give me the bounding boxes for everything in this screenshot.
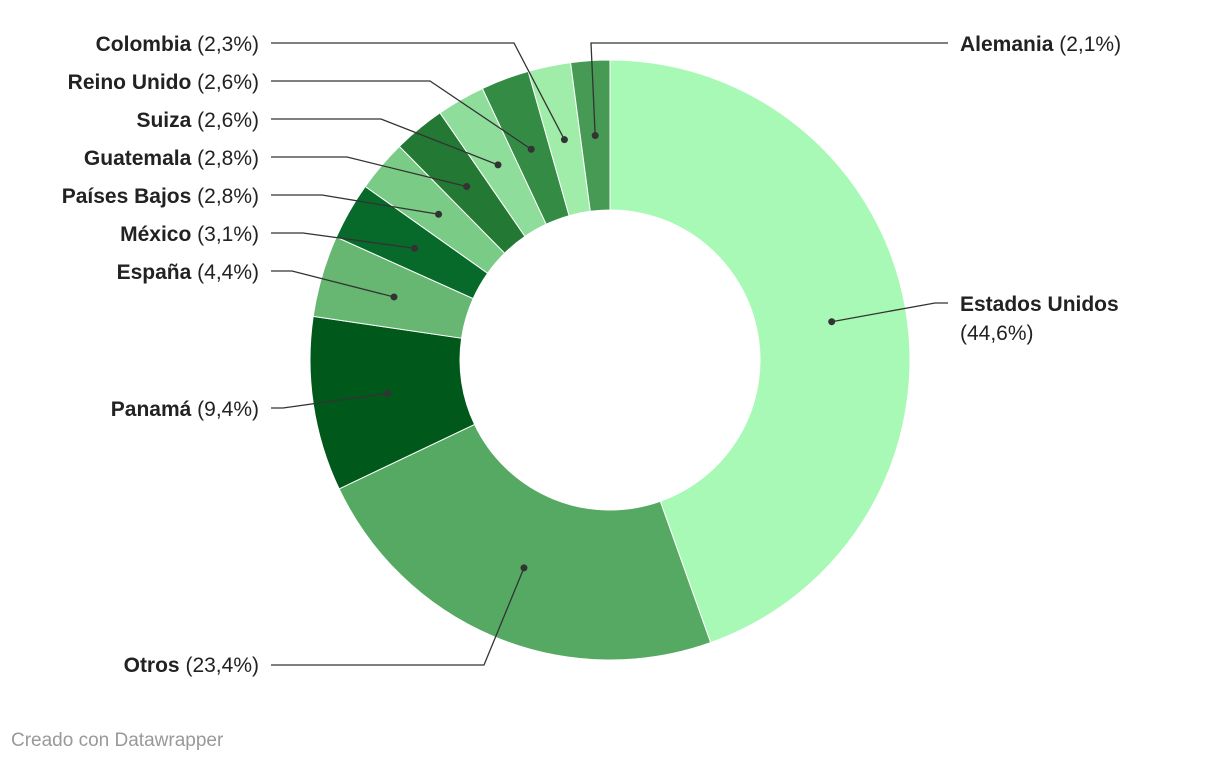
slice-labels: Estados Unidos (44,6%) Otros (23,4%) Panamá… — [62, 33, 1121, 677]
label-name-otros: Otros — [124, 654, 180, 677]
leader-line-espana — [271, 270, 395, 298]
leader-line-panama — [271, 392, 388, 409]
label-estados-unidos: Estados Unidos (44,6%) — [960, 293, 1119, 345]
label-value-reino-unido: (2,6%) — [191, 71, 259, 94]
label-name-mexico: México — [120, 223, 191, 246]
label-suiza: Suiza (2,6%) — [136, 109, 259, 132]
label-alemania: Alemania (2,1%) — [960, 33, 1121, 56]
leader-dot-paises-bajos — [435, 210, 443, 218]
label-espana: España (4,4%) — [117, 261, 259, 284]
slice-otros[interactable] — [338, 423, 712, 661]
label-mexico: México (3,1%) — [120, 223, 259, 246]
datawrapper-credit[interactable]: Creado con Datawrapper — [11, 730, 224, 751]
leader-line-reino-unido — [271, 80, 532, 150]
leader-dot-espana — [390, 293, 398, 301]
label-value-espana: (4,4%) — [191, 261, 259, 284]
label-colombia: Colombia (2,3%) — [96, 33, 259, 56]
leader-dot-reino-unido — [527, 145, 535, 153]
slice-estados-unidos[interactable] — [609, 59, 911, 644]
label-name-alemania: Alemania — [960, 33, 1054, 56]
leader-line-paises-bajos — [271, 194, 439, 215]
label-name-guatemala: Guatemala — [84, 147, 192, 170]
leader-line-mexico — [271, 232, 415, 249]
leader-line-guatemala — [271, 156, 467, 188]
label-name-estados-unidos: Estados Unidos — [960, 293, 1119, 316]
label-value-otros: (23,4%) — [180, 654, 259, 677]
label-guatemala: Guatemala (2,8%) — [84, 147, 259, 170]
leader-dot-estados-unidos — [828, 318, 836, 326]
slice-alemania[interactable] — [570, 59, 611, 212]
label-otros: Otros (23,4%) — [124, 654, 259, 677]
label-value-paises-bajos: (2,8%) — [191, 185, 259, 208]
leader-dot-guatemala — [463, 183, 471, 191]
leader-line-otros — [271, 567, 525, 666]
label-name-panama: Panamá — [111, 398, 192, 421]
leader-dot-colombia — [560, 136, 568, 144]
label-value-colombia: (2,3%) — [191, 33, 259, 56]
label-value-panama: (9,4%) — [191, 398, 259, 421]
leader-line-colombia — [271, 42, 565, 140]
label-panama: Panamá (9,4%) — [111, 398, 259, 421]
leader-line-alemania — [590, 42, 948, 136]
label-name-paises-bajos: Países Bajos — [62, 185, 192, 208]
leader-dot-otros — [520, 564, 528, 572]
leader-dot-panama — [383, 389, 391, 397]
label-value-estados-unidos: (44,6%) — [960, 322, 1034, 345]
label-value-alemania: (2,1%) — [1053, 33, 1121, 56]
leader-dot-mexico — [411, 244, 419, 252]
leader-line-estados-unidos — [831, 302, 948, 323]
label-name-suiza: Suiza — [136, 109, 191, 132]
label-name-colombia: Colombia — [96, 33, 192, 56]
label-name-reino-unido: Reino Unido — [68, 71, 192, 94]
leader-lines — [271, 42, 948, 666]
leader-line-suiza — [271, 118, 499, 166]
label-reino-unido: Reino Unido (2,6%) — [68, 71, 259, 94]
label-name-espana: España — [117, 261, 192, 284]
donut-slices — [309, 59, 911, 661]
label-value-mexico: (3,1%) — [191, 223, 259, 246]
leader-dot-suiza — [494, 161, 502, 169]
label-paises-bajos: Países Bajos (2,8%) — [62, 185, 259, 208]
label-value-suiza: (2,6%) — [191, 109, 259, 132]
label-value-guatemala: (2,8%) — [191, 147, 259, 170]
leader-dot-alemania — [591, 131, 599, 139]
